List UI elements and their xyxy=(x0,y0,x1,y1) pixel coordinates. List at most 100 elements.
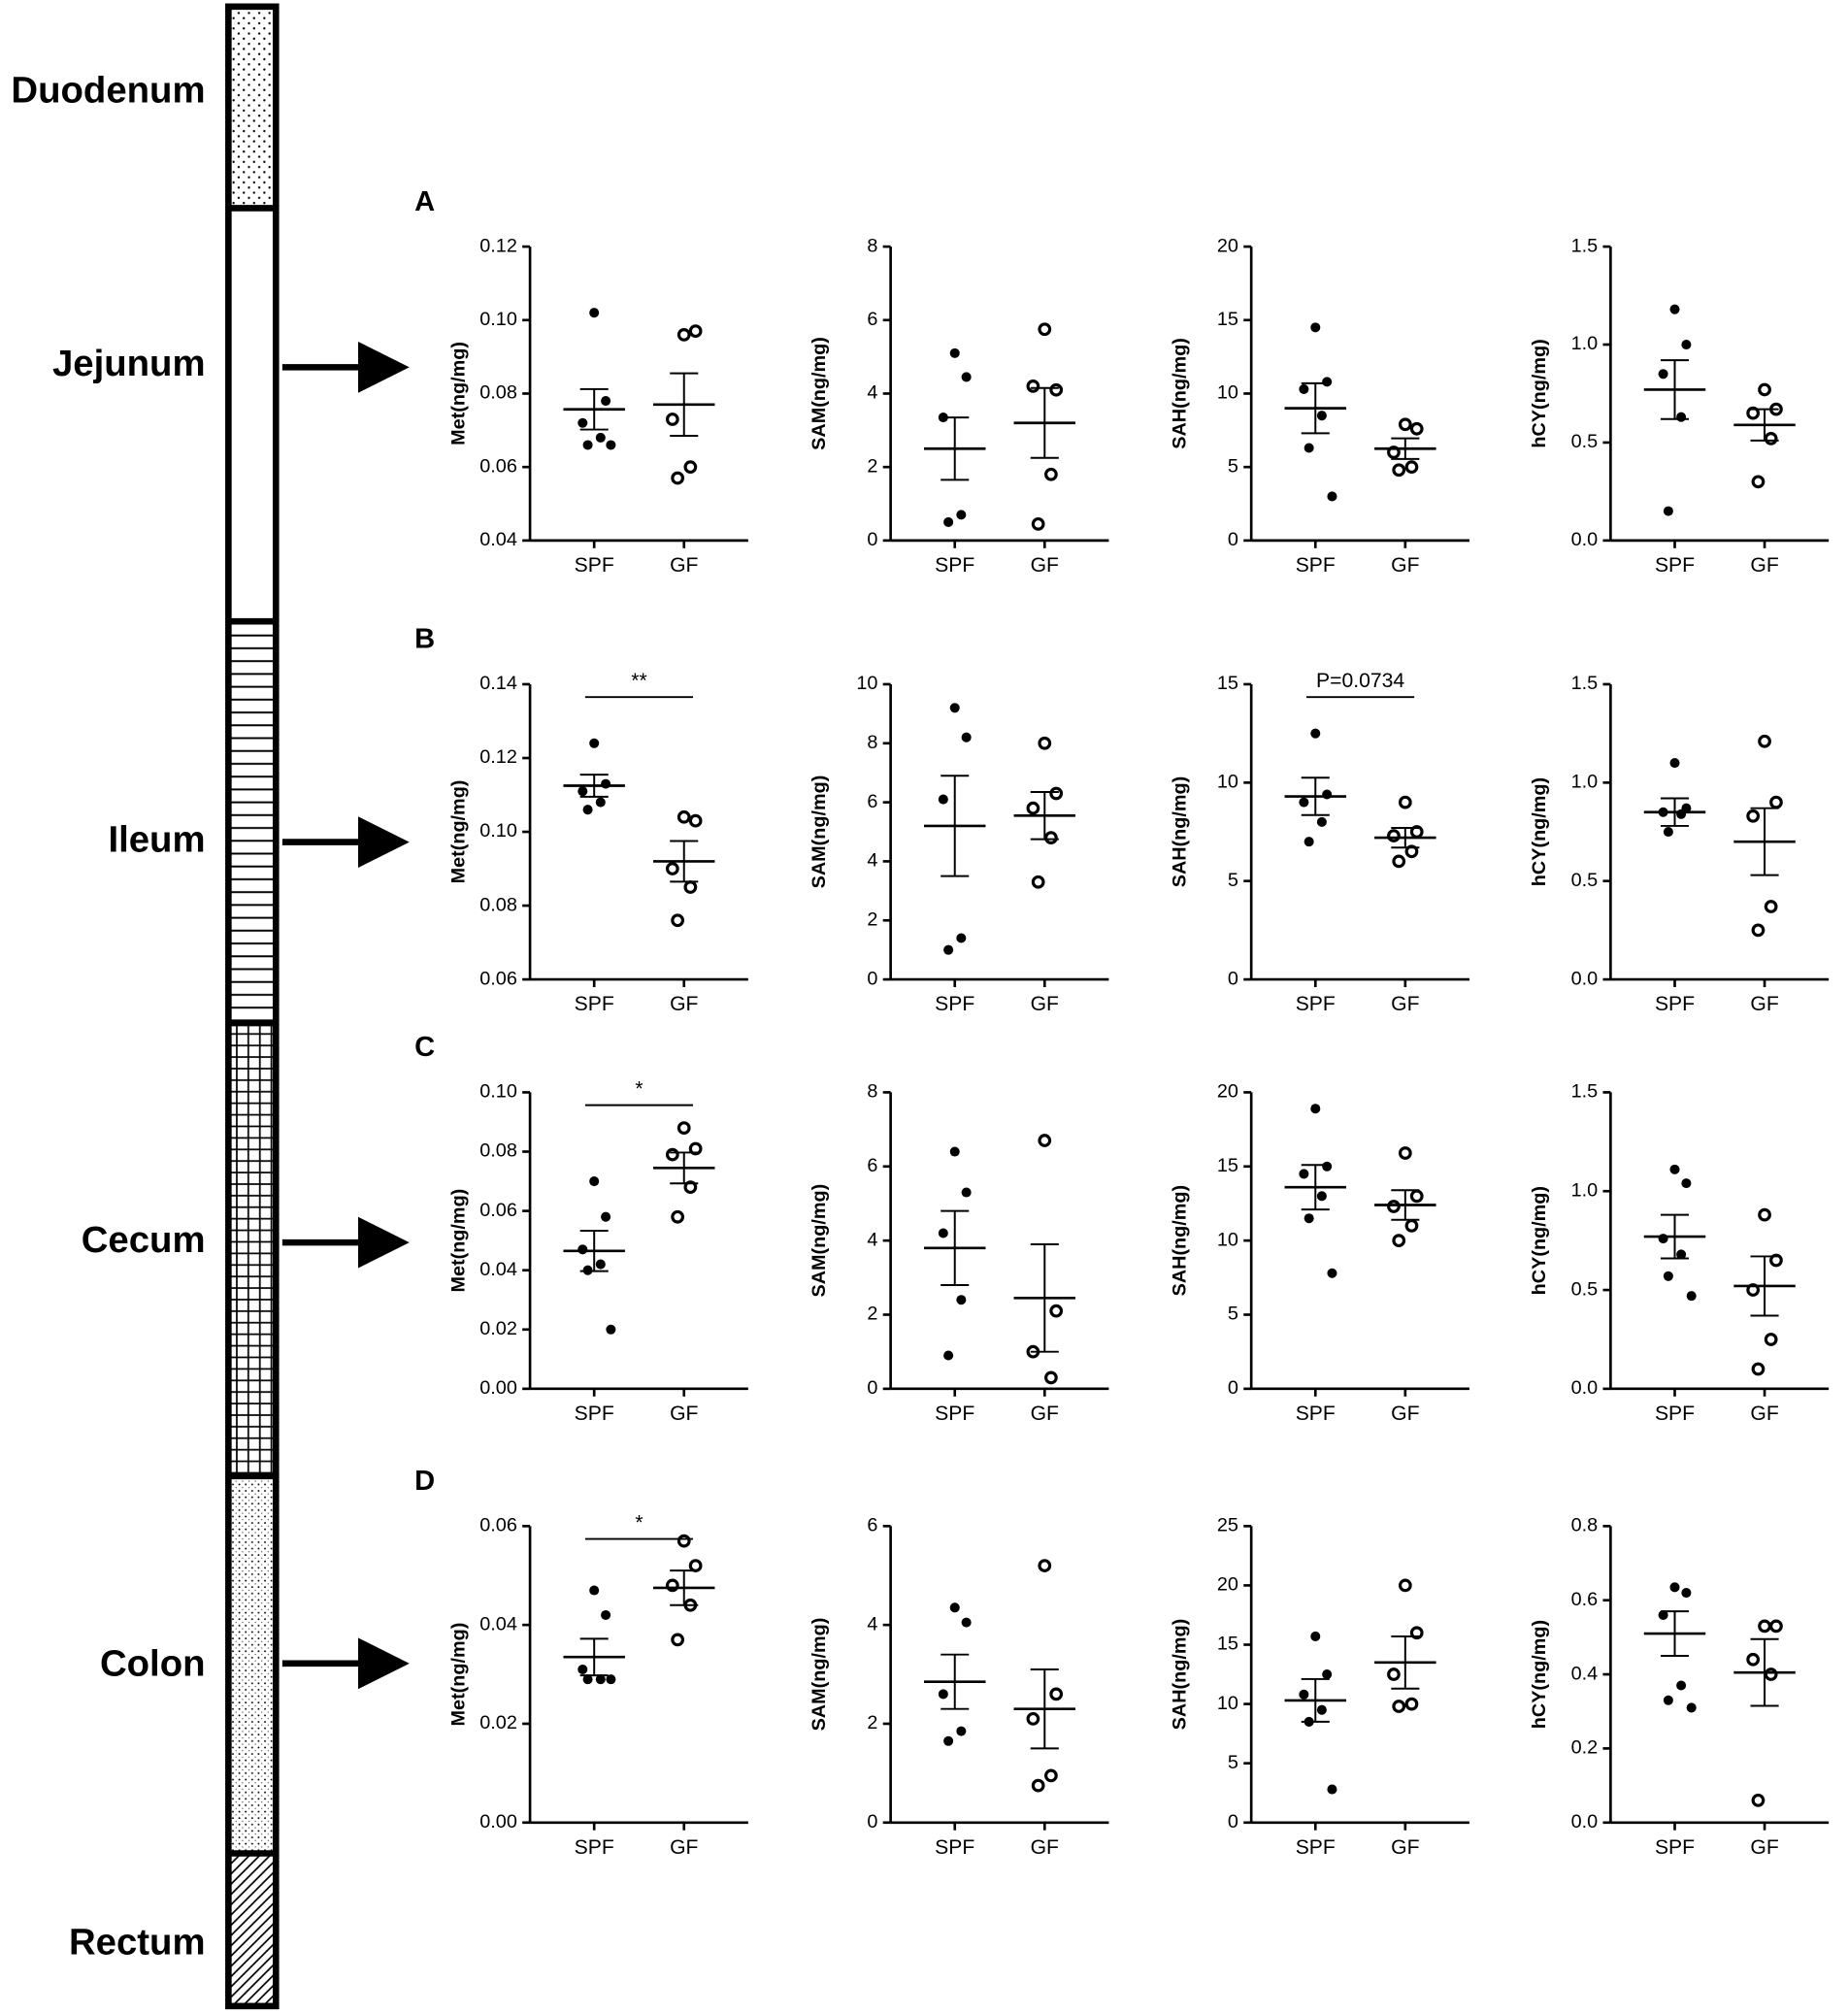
data-point xyxy=(1404,844,1419,859)
x-tick-label: GF xyxy=(670,554,698,577)
data-point xyxy=(1038,322,1052,337)
data-point xyxy=(1026,1711,1040,1726)
data-point xyxy=(1769,1253,1783,1268)
data-point xyxy=(1322,377,1333,387)
data-point xyxy=(1031,875,1045,889)
data-point xyxy=(961,1617,972,1628)
x-tick-label: GF xyxy=(1391,1836,1419,1859)
y-tick-label: 25 xyxy=(1217,1515,1238,1536)
panel: 0 2 4 6 8 SAM(ng/mg) SPF GF xyxy=(808,235,1109,577)
y-tick-label: 0.06 xyxy=(479,968,517,989)
data-point xyxy=(1769,795,1783,809)
y-tick-label: 1.0 xyxy=(1571,333,1599,354)
data-point xyxy=(1044,467,1058,481)
data-point xyxy=(688,1559,703,1572)
data-point xyxy=(1038,736,1052,750)
data-point xyxy=(578,417,588,428)
panel: D 0.00 0.02 0.04 0.06 Met(ng/mg) SPF GF * xyxy=(414,1466,748,1859)
y-tick-label: 0.0 xyxy=(1571,968,1599,989)
data-point xyxy=(1686,1291,1697,1302)
y-tick-label: 0 xyxy=(867,1377,877,1399)
y-tick-label: 0.0 xyxy=(1571,1377,1599,1399)
y-tick-label: 0.0 xyxy=(1571,1811,1599,1832)
data-point xyxy=(1049,382,1064,397)
data-point xyxy=(1038,1559,1052,1572)
y-tick-label: 0.8 xyxy=(1571,1515,1599,1536)
y-axis-label: SAH(ng/mg) xyxy=(1170,1619,1191,1731)
data-point xyxy=(943,516,954,527)
panel: A 0.04 0.06 0.08 0.10 0.12 Met(ng/mg) SPF GF xyxy=(414,186,748,577)
y-tick-label: 0 xyxy=(1228,529,1238,550)
x-tick-label: GF xyxy=(1750,1403,1778,1425)
data-point xyxy=(1676,1249,1687,1260)
data-point xyxy=(578,1664,588,1674)
y-tick-label: 2 xyxy=(867,908,877,930)
panel: C 0.00 0.02 0.04 0.06 0.08 0.10 Met(ng/mg) SPF GF… xyxy=(414,1032,748,1425)
significance-label: ** xyxy=(631,670,646,692)
data-point xyxy=(1758,382,1771,397)
x-tick-label: GF xyxy=(1750,1836,1778,1859)
data-point xyxy=(688,813,703,828)
x-tick-label: GF xyxy=(1750,554,1778,577)
data-point xyxy=(1764,900,1778,913)
data-point xyxy=(1404,1218,1419,1233)
panel: 0.0 0.5 1.0 1.5 hCY(ng/mg) SPF GF xyxy=(1529,1081,1830,1425)
data-point xyxy=(582,1674,593,1685)
y-tick-label: 0.04 xyxy=(479,1613,517,1634)
segment-label: Jejunum xyxy=(52,343,206,384)
data-point xyxy=(1764,432,1778,446)
x-tick-label: SPF xyxy=(575,554,614,577)
y-tick-label: 4 xyxy=(867,382,877,404)
y-tick-label: 1.0 xyxy=(1571,1179,1599,1201)
y-tick-label: 5 xyxy=(1228,870,1238,891)
y-tick-label: 1.5 xyxy=(1571,673,1599,694)
data-point xyxy=(1038,1134,1052,1147)
data-point xyxy=(671,471,685,485)
panel-letter: A xyxy=(414,186,435,217)
data-point xyxy=(1676,412,1687,422)
data-point xyxy=(606,1674,616,1685)
data-point xyxy=(1299,1689,1309,1700)
data-point xyxy=(1658,1234,1668,1244)
y-tick-label: 1.5 xyxy=(1571,235,1599,256)
y-tick-label: 0.5 xyxy=(1571,431,1599,452)
y-tick-label: 0.00 xyxy=(479,1811,517,1832)
gut-outline xyxy=(225,3,280,2010)
y-tick-label: 0.08 xyxy=(479,894,517,915)
y-tick-label: 8 xyxy=(867,1081,877,1103)
segment-label: Rectum xyxy=(69,1922,206,1964)
y-tick-label: 0.12 xyxy=(479,746,517,768)
segment-label: Ileum xyxy=(108,819,205,861)
y-tick-label: 0.06 xyxy=(479,455,517,477)
y-axis-label: SAM(ng/mg) xyxy=(808,776,830,889)
y-axis-label: SAH(ng/mg) xyxy=(1170,338,1191,449)
data-point xyxy=(589,1176,600,1187)
cecum-segment xyxy=(228,1023,277,1476)
data-point xyxy=(1327,491,1337,502)
y-tick-label: 0 xyxy=(1228,1811,1238,1832)
data-point xyxy=(595,797,606,808)
data-point xyxy=(1758,734,1771,748)
data-point xyxy=(1658,1609,1668,1620)
y-tick-label: 10 xyxy=(1217,772,1238,793)
y-tick-label: 0 xyxy=(867,529,877,550)
y-axis-label: hCY(ng/mg) xyxy=(1529,777,1550,886)
data-point xyxy=(1676,1680,1687,1691)
y-tick-label: 2 xyxy=(867,1304,877,1325)
panel: 0 5 10 15 SAH(ng/mg) SPF GF P=0.0734 xyxy=(1170,670,1469,1015)
x-tick-label: SPF xyxy=(1655,1403,1695,1425)
data-point xyxy=(582,805,593,815)
data-point xyxy=(1299,1169,1309,1179)
data-point xyxy=(601,1609,611,1620)
data-point xyxy=(1681,339,1692,350)
data-point xyxy=(949,1602,960,1613)
data-point xyxy=(1044,1768,1058,1783)
y-tick-label: 0.10 xyxy=(479,309,517,330)
data-point xyxy=(1669,758,1680,769)
y-axis-label: SAH(ng/mg) xyxy=(1170,776,1191,888)
data-point xyxy=(582,440,593,450)
data-point xyxy=(589,1585,600,1596)
data-point xyxy=(1392,463,1406,478)
data-point xyxy=(601,1211,611,1222)
y-tick-label: 0.08 xyxy=(479,1140,517,1162)
